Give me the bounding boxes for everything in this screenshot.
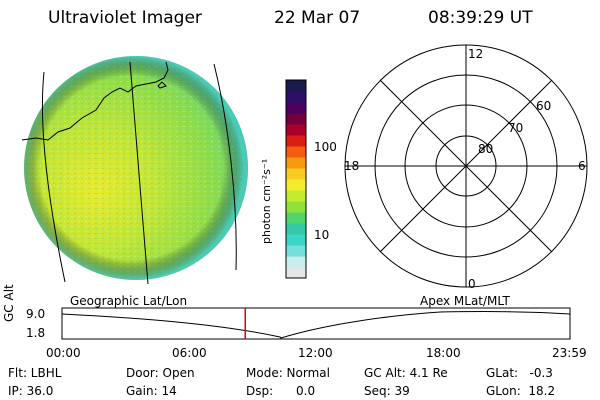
colorbar-cell [286, 135, 306, 147]
date-label: 22 Mar 07 [274, 8, 361, 28]
timeline-plot [61, 307, 571, 340]
hour-label-0: 0 [468, 277, 476, 291]
earth-uv-image [21, 56, 248, 285]
colorbar-cell [286, 190, 306, 202]
colorbar-cell [286, 113, 306, 125]
time-label: 08:39:29 UT [428, 8, 533, 28]
timeline-y-tick-bottom: 1.8 [26, 326, 46, 340]
colorbar-cell [286, 124, 306, 136]
colorbar-cell [286, 267, 306, 279]
colorbar-tick-100: 100 [314, 140, 337, 154]
colorbar-cell [286, 201, 306, 213]
filter-status: Flt: LBHL [8, 366, 62, 380]
diagonal-2 [379, 79, 553, 253]
colorbar: photon cm⁻²s⁻¹ [260, 79, 307, 279]
lat-label-60: 60 [536, 99, 551, 113]
lat-label-70: 70 [508, 121, 523, 135]
colorbar-cell [286, 168, 306, 180]
ip-status: IP: 36.0 [8, 384, 54, 398]
colorbar-cell [286, 91, 306, 103]
colorbar-cell [286, 245, 306, 257]
colorbar-cell [286, 256, 306, 268]
timeline-left-label: Geographic Lat/Lon [70, 294, 188, 308]
timeline-x-tick-3: 18:00 [426, 346, 461, 360]
hour-label-6: 6 [578, 159, 586, 173]
colorbar-unit-label: photon cm⁻²s⁻¹ [260, 159, 273, 244]
meridian-lines [41, 61, 237, 285]
hour-label-18: 18 [344, 159, 359, 173]
glat-status: GLat: -0.3 [486, 366, 553, 380]
coastline [21, 61, 169, 141]
colorbar-cell [286, 102, 306, 114]
timeline-x-tick-0: 00:00 [46, 346, 81, 360]
colorbar-cell [286, 223, 306, 235]
colorbar-cell [286, 179, 306, 191]
colorbar-cell [286, 212, 306, 224]
timeline-y-tick-top: 9.0 [26, 307, 46, 321]
gc-alt-status: GC Alt: 4.1 Re [364, 366, 448, 380]
mode-status: Mode: Normal [246, 366, 330, 380]
seq-status: Seq: 39 [364, 384, 410, 398]
colorbar-cell [286, 234, 306, 246]
instrument-title: Ultraviolet Imager [48, 8, 202, 28]
door-status: Door: Open [126, 366, 195, 380]
dsp-status: Dsp: 0.0 [246, 384, 316, 398]
timeline-right-label: Apex MLat/MLT [420, 294, 510, 308]
colorbar-cell [286, 146, 306, 158]
gain-status: Gain: 14 [126, 384, 177, 398]
hour-label-12: 12 [468, 47, 483, 61]
timeline-x-tick-1: 06:00 [172, 346, 207, 360]
colorbar-tick-10: 10 [314, 228, 330, 242]
timeline-x-tick-2: 12:00 [298, 346, 333, 360]
timeline-x-tick-4: 23:59 [552, 346, 587, 360]
timeline-y-axis-label: GC Alt [2, 284, 16, 322]
glon-status: GLon: 18.2 [486, 384, 556, 398]
colorbar-cell [286, 80, 306, 92]
lat-label-80: 80 [478, 142, 493, 156]
polar-dial: 12 18 6 0 60 70 80 [344, 44, 588, 291]
altitude-curve [61, 311, 571, 339]
colorbar-cell [286, 157, 306, 169]
